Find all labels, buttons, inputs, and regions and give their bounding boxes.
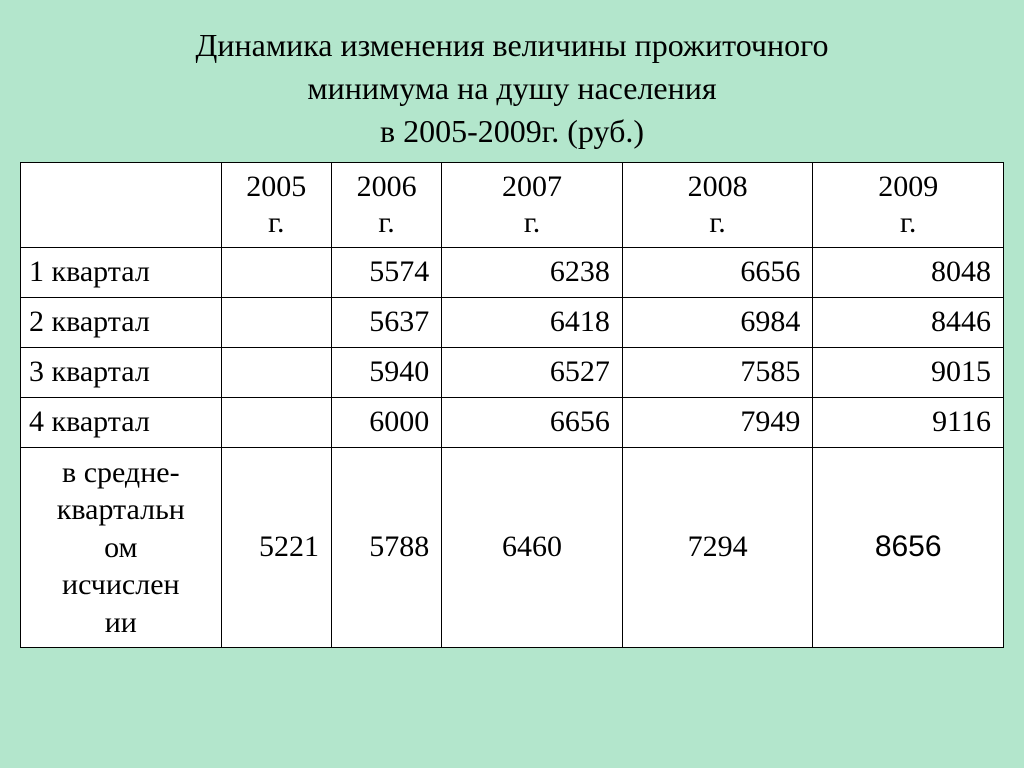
row-label: 4 квартал <box>21 397 222 447</box>
table-row: 1 квартал 5574 6238 6656 8048 <box>21 247 1004 297</box>
table-row: 3 квартал 5940 6527 7585 9015 <box>21 347 1004 397</box>
year-suffix: г. <box>900 206 916 239</box>
cell: 6238 <box>442 247 623 297</box>
avg-label-l5: ии <box>105 606 137 639</box>
cell: 5221 <box>221 447 331 648</box>
avg-label-l2: квартальн <box>57 493 185 526</box>
row-label: 3 квартал <box>21 347 222 397</box>
header-year-2009: 2009 г. <box>813 162 1004 247</box>
row-label: 1 квартал <box>21 247 222 297</box>
table-row: 4 квартал 6000 6656 7949 9116 <box>21 397 1004 447</box>
year-suffix: г. <box>378 206 394 239</box>
cell: 8048 <box>813 247 1004 297</box>
cell: 6984 <box>622 297 813 347</box>
cell <box>221 297 331 347</box>
cell: 7585 <box>622 347 813 397</box>
year-value: 2008 <box>688 170 748 203</box>
cell <box>221 397 331 447</box>
row-label-average: в средне- квартальн ом исчислен ии <box>21 447 222 648</box>
row-label: 2 квартал <box>21 297 222 347</box>
slide: Динамика изменения величины прожиточного… <box>0 0 1024 768</box>
cell: 9116 <box>813 397 1004 447</box>
cell: 5574 <box>331 247 441 297</box>
header-year-2008: 2008 г. <box>622 162 813 247</box>
header-blank <box>21 162 222 247</box>
title-line-2: минимума на душу населения <box>20 67 1004 110</box>
year-value: 2005 <box>246 170 306 203</box>
cell: 9015 <box>813 347 1004 397</box>
cell: 6656 <box>622 247 813 297</box>
table-header-row: 2005 г. 2006 г. 2007 г. 2008 г. 2009 г <box>21 162 1004 247</box>
header-year-2006: 2006 г. <box>331 162 441 247</box>
avg-label-l1: в средне- <box>62 456 180 489</box>
year-value: 2006 <box>357 170 417 203</box>
cell: 7294 <box>622 447 813 648</box>
cell: 6418 <box>442 297 623 347</box>
cell <box>221 247 331 297</box>
cell: 6527 <box>442 347 623 397</box>
avg-label-l3: ом <box>104 531 137 564</box>
table-row: 2 квартал 5637 6418 6984 8446 <box>21 297 1004 347</box>
cell: 6000 <box>331 397 441 447</box>
year-suffix: г. <box>709 206 725 239</box>
cell: 5788 <box>331 447 441 648</box>
cell <box>221 347 331 397</box>
header-year-2005: 2005 г. <box>221 162 331 247</box>
title-line-3: в 2005-2009г. (руб.) <box>20 110 1004 153</box>
year-suffix: г. <box>524 206 540 239</box>
avg-label-l4: исчислен <box>62 568 180 601</box>
year-value: 2007 <box>502 170 562 203</box>
cell: 7949 <box>622 397 813 447</box>
year-value: 2009 <box>878 170 938 203</box>
header-year-2007: 2007 г. <box>442 162 623 247</box>
title-line-1: Динамика изменения величины прожиточного <box>20 24 1004 67</box>
page-title: Динамика изменения величины прожиточного… <box>20 24 1004 154</box>
cell: 8446 <box>813 297 1004 347</box>
cell: 5637 <box>331 297 441 347</box>
data-table: 2005 г. 2006 г. 2007 г. 2008 г. 2009 г <box>20 162 1004 649</box>
cell-value: 8656 <box>875 530 942 563</box>
cell: 5940 <box>331 347 441 397</box>
table-row-average: в средне- квартальн ом исчислен ии 5221 … <box>21 447 1004 648</box>
cell: 6460 <box>442 447 623 648</box>
cell: 6656 <box>442 397 623 447</box>
cell-sans: 8656 <box>813 447 1004 648</box>
year-suffix: г. <box>268 206 284 239</box>
